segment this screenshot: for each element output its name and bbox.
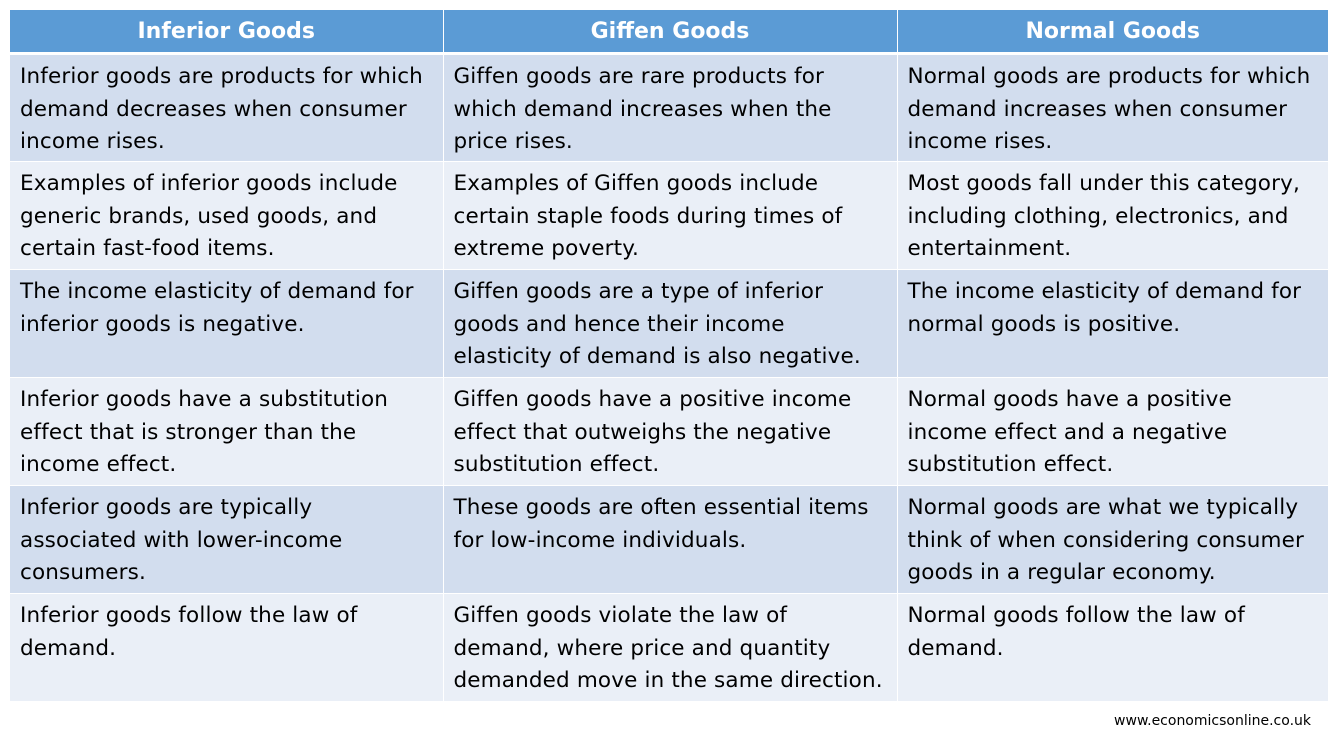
table-cell: Inferior goods have a substitution effec… [10, 377, 444, 486]
table-cell: Examples of Giffen goods include certain… [443, 161, 898, 270]
table-row: Inferior goods follow the law of demand.… [10, 593, 1328, 702]
header-normal-goods: Normal Goods [897, 10, 1328, 55]
table-row: Inferior goods are typically associated … [10, 485, 1328, 594]
table-cell: Normal goods are what we typically think… [897, 485, 1328, 594]
table-row: The income elasticity of demand for infe… [10, 269, 1328, 378]
table-cell: Giffen goods have a positive income effe… [443, 377, 898, 486]
table-row: Inferior goods have a substitution effec… [10, 377, 1328, 486]
table-cell: Giffen goods are rare products for which… [443, 53, 898, 162]
table-cell: Normal goods follow the law of demand. [897, 593, 1328, 702]
table-cell: Giffen goods are a type of inferior good… [443, 269, 898, 378]
table-cell: Normal goods are products for which dema… [897, 53, 1328, 162]
table-cell: Inferior goods are typically associated … [10, 485, 444, 594]
comparison-table: Inferior Goods Giffen Goods Normal Goods… [10, 10, 1328, 702]
table-cell: Examples of inferior goods include gener… [10, 161, 444, 270]
source-credit: www.economicsonline.co.uk [1114, 713, 1311, 729]
table-cell: Inferior goods follow the law of demand. [10, 593, 444, 702]
table-row: Inferior goods are products for which de… [10, 53, 1328, 162]
header-inferior-goods: Inferior Goods [10, 10, 444, 55]
table-cell: Normal goods have a positive income effe… [897, 377, 1328, 486]
table-cell: Inferior goods are products for which de… [10, 53, 444, 162]
table-cell: These goods are often essential items fo… [443, 485, 898, 594]
header-giffen-goods: Giffen Goods [443, 10, 898, 55]
table-cell: Giffen goods violate the law of demand, … [443, 593, 898, 702]
table-cell: The income elasticity of demand for norm… [897, 269, 1328, 378]
table-cell: The income elasticity of demand for infe… [10, 269, 444, 378]
table-cell: Most goods fall under this category, inc… [897, 161, 1328, 270]
header-row: Inferior Goods Giffen Goods Normal Goods [10, 10, 1328, 55]
table-row: Examples of inferior goods include gener… [10, 161, 1328, 270]
